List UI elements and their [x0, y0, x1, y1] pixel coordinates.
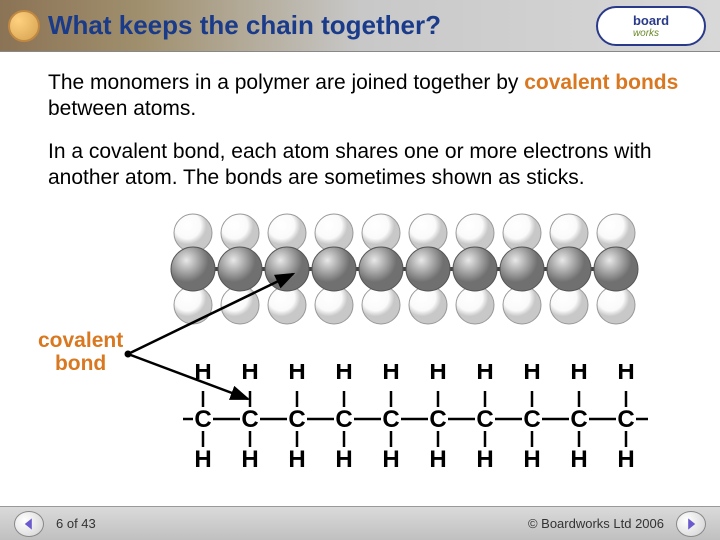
svg-text:C: C [476, 406, 493, 433]
diagram-area: HHCHHCHHCHHCHHCHHCHHCHHCHHCHHC covalent … [48, 209, 682, 489]
header-bar: What keeps the chain together? boardwork… [0, 0, 720, 52]
svg-text:C: C [382, 406, 399, 433]
svg-text:H: H [194, 446, 211, 473]
svg-text:H: H [429, 364, 446, 385]
copyright-text: © Boardworks Ltd 2006 [528, 516, 664, 531]
header-icon [8, 10, 40, 42]
svg-text:H: H [476, 364, 493, 385]
svg-text:H: H [194, 364, 211, 385]
svg-text:H: H [335, 446, 352, 473]
p1-highlight: covalent bonds [524, 71, 678, 94]
svg-text:H: H [382, 364, 399, 385]
label-line2: bond [55, 352, 106, 375]
svg-text:C: C [194, 406, 211, 433]
svg-text:C: C [429, 406, 446, 433]
p1-text-a: The monomers in a polymer are joined tog… [48, 71, 524, 94]
svg-text:C: C [570, 406, 587, 433]
svg-text:H: H [288, 446, 305, 473]
svg-text:H: H [429, 446, 446, 473]
svg-text:C: C [617, 406, 634, 433]
label-line1: covalent [38, 329, 123, 352]
arrow-left-icon [22, 517, 36, 531]
svg-text:H: H [523, 364, 540, 385]
page-title: What keeps the chain together? [48, 10, 441, 41]
svg-text:H: H [523, 446, 540, 473]
footer-bar: 6 of 43 © Boardworks Ltd 2006 [0, 506, 720, 540]
prev-button[interactable] [14, 511, 44, 537]
svg-text:C: C [241, 406, 258, 433]
svg-text:H: H [617, 364, 634, 385]
p1-text-b: between atoms. [48, 97, 196, 120]
logo-text-main: board [633, 13, 669, 28]
svg-text:H: H [570, 446, 587, 473]
svg-text:C: C [288, 406, 305, 433]
svg-text:C: C [335, 406, 352, 433]
covalent-bond-label: covalent bond [38, 329, 123, 375]
sphere-model-diagram [168, 209, 688, 329]
page-indicator: 6 of 43 [56, 516, 96, 531]
svg-text:C: C [523, 406, 540, 433]
svg-text:H: H [617, 446, 634, 473]
svg-text:H: H [288, 364, 305, 385]
arrow-right-icon [684, 517, 698, 531]
svg-text:H: H [382, 446, 399, 473]
paragraph-1: The monomers in a polymer are joined tog… [48, 70, 682, 123]
svg-text:H: H [335, 364, 352, 385]
svg-text:H: H [241, 446, 258, 473]
boardworks-logo: boardworks [596, 6, 706, 46]
next-button[interactable] [676, 511, 706, 537]
content-area: The monomers in a polymer are joined tog… [0, 52, 720, 489]
svg-text:H: H [241, 364, 258, 385]
paragraph-2: In a covalent bond, each atom shares one… [48, 139, 682, 192]
structural-formula-diagram: HHCHHCHHCHHCHHCHHCHHCHHCHHCHHC [178, 364, 698, 474]
logo-text-sub: works [633, 28, 669, 39]
svg-text:H: H [570, 364, 587, 385]
svg-text:H: H [476, 446, 493, 473]
